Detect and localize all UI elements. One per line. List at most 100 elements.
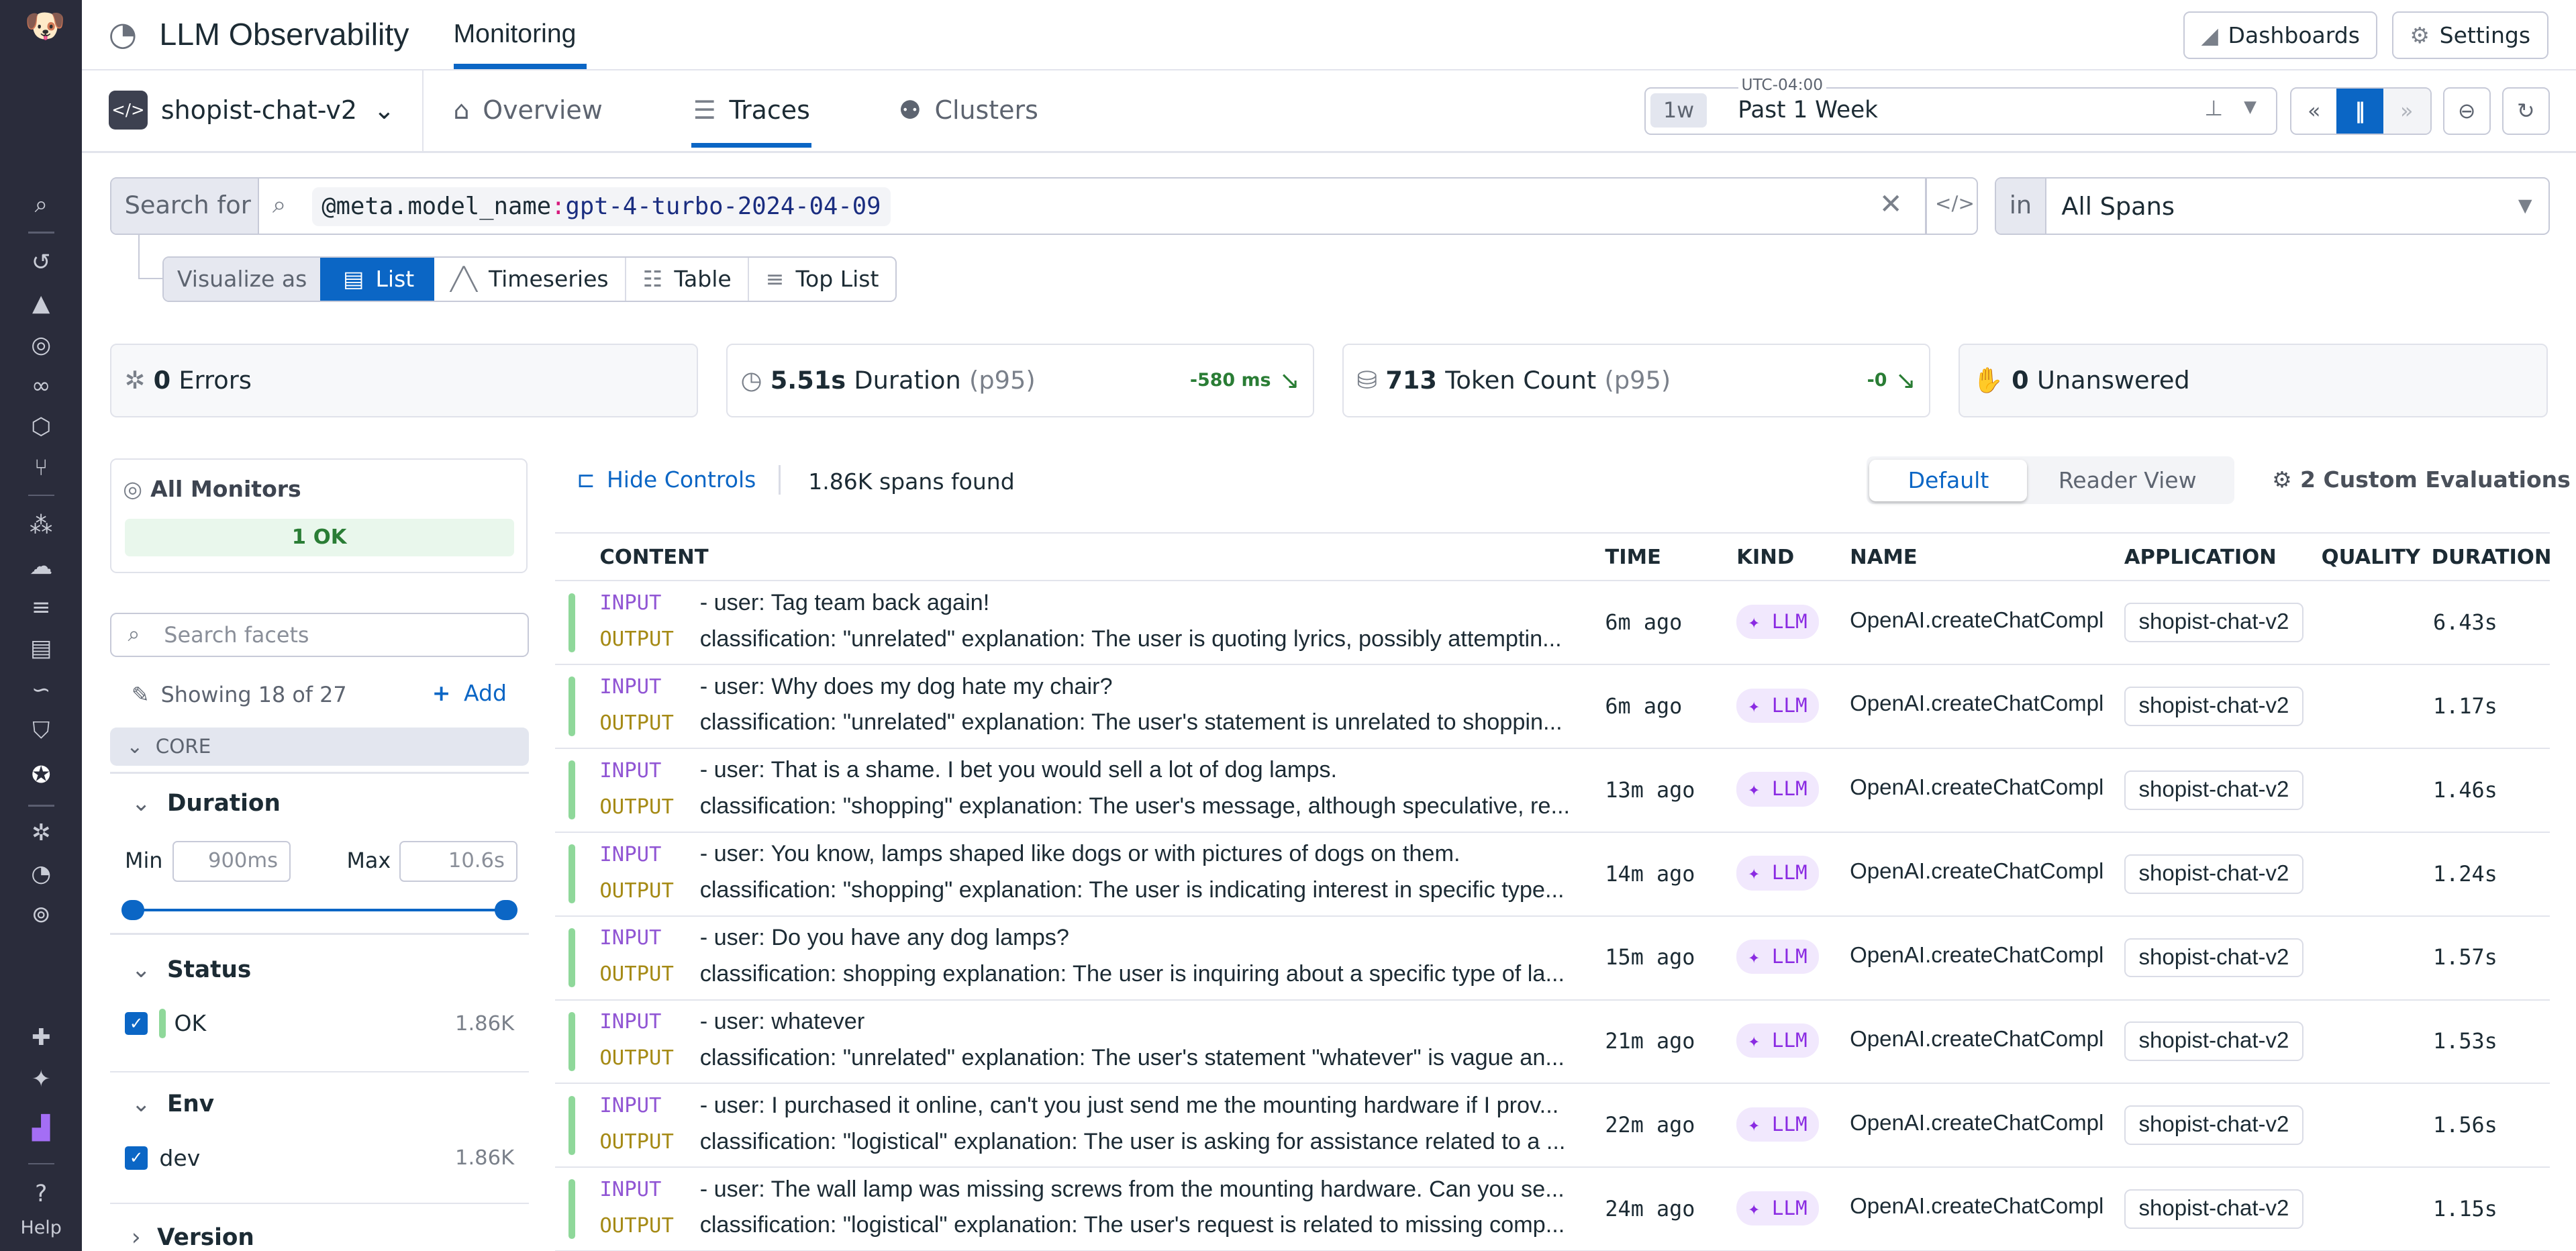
- application-tag[interactable]: shopist-chat-v2: [2124, 938, 2303, 978]
- column-header-kind[interactable]: KIND: [1736, 545, 1795, 569]
- rum-icon[interactable]: ▤: [30, 635, 52, 662]
- help-icon[interactable]: ?: [35, 1181, 48, 1207]
- application-tag[interactable]: shopist-chat-v2: [2124, 687, 2303, 726]
- refresh-icon[interactable]: ↻: [2501, 87, 2550, 135]
- dashboards-icon[interactable]: ▲: [32, 290, 50, 317]
- application-tag[interactable]: shopist-chat-v2: [2124, 770, 2303, 810]
- duration-slider-track[interactable]: [131, 908, 506, 912]
- column-header-content[interactable]: CONTENT: [599, 545, 709, 569]
- code-view-icon[interactable]: </>: [1934, 191, 1975, 215]
- visualize-timeseries-button[interactable]: ╱╲ Timeseries: [434, 257, 627, 301]
- gauge-icon[interactable]: ◔: [31, 860, 52, 887]
- search-facets-input[interactable]: ⌕ Search facets: [109, 612, 530, 658]
- application-tag[interactable]: shopist-chat-v2: [2124, 1105, 2303, 1146]
- user-avatar-icon[interactable]: ▟: [32, 1115, 50, 1142]
- column-header-application[interactable]: APPLICATION: [2124, 545, 2277, 569]
- column-header-time[interactable]: TIME: [1605, 545, 1661, 569]
- reader-view-button[interactable]: Reader View: [2058, 467, 2197, 494]
- tab-monitoring[interactable]: Monitoring: [453, 19, 577, 49]
- security-icon[interactable]: ⛉: [32, 717, 50, 744]
- duration-min-input[interactable]: 900ms: [172, 841, 291, 883]
- history-icon[interactable]: ↺: [31, 249, 51, 277]
- scope-value: All Spans: [2061, 191, 2175, 221]
- logs-icon[interactable]: ≡: [31, 594, 51, 621]
- app-selector[interactable]: shopist-chat-v2 ⌄: [161, 95, 395, 125]
- tab-clusters[interactable]: ⚉ Clusters: [899, 95, 1038, 125]
- all-monitors-link[interactable]: ◎ All Monitors: [123, 476, 301, 502]
- hide-controls-button[interactable]: ⊏ Hide Controls: [577, 466, 756, 493]
- llm-observability-icon[interactable]: ✪: [31, 761, 51, 789]
- table-row[interactable]: INPUT OUTPUT - user: I purchased it online…: [555, 1084, 2550, 1168]
- slider-min-handle[interactable]: [121, 900, 145, 920]
- sparkles-icon[interactable]: ✦: [31, 1065, 51, 1093]
- rewind-icon[interactable]: «: [2307, 97, 2321, 123]
- input-label: INPUT: [599, 1177, 662, 1201]
- table-row[interactable]: INPUT OUTPUT - user: Do you have any dog l…: [555, 917, 2550, 1001]
- search-icon[interactable]: ⌕: [34, 191, 48, 219]
- settings-button[interactable]: ⚙ Settings: [2391, 11, 2548, 60]
- table-row[interactable]: INPUT OUTPUT - user: Why does my dog hate …: [555, 665, 2550, 750]
- pause-icon[interactable]: ‖: [2336, 88, 2383, 134]
- env-dev-checkbox[interactable]: ✓: [125, 1146, 148, 1170]
- application-tag[interactable]: shopist-chat-v2: [2124, 854, 2303, 894]
- span-scope-select[interactable]: in All Spans ▼: [1994, 177, 2550, 235]
- datadog-logo-icon[interactable]: 🐶: [24, 6, 66, 45]
- add-facet-button[interactable]: + Add: [432, 680, 507, 706]
- core-group-header[interactable]: ⌄ CORE: [109, 728, 530, 766]
- service-map-icon[interactable]: ⁂: [30, 511, 53, 539]
- apm-icon[interactable]: ⑂: [34, 454, 48, 482]
- table-row[interactable]: INPUT OUTPUT - user: You know, lamps shape…: [555, 833, 2550, 917]
- column-header-name[interactable]: NAME: [1850, 545, 1918, 569]
- synthetics-icon[interactable]: ∽: [31, 676, 51, 703]
- env-facet-header[interactable]: ⌄ Env: [132, 1091, 214, 1117]
- dashboards-button[interactable]: ◢ Dashboards: [2183, 11, 2378, 60]
- table-row[interactable]: INPUT OUTPUT - user: whatever classificatio…: [555, 1001, 2550, 1085]
- application-tag[interactable]: shopist-chat-v2: [2124, 1021, 2303, 1062]
- tab-traces[interactable]: ☰ Traces: [693, 95, 810, 125]
- table-row[interactable]: INPUT OUTPUT - user: The wall lamp was mis…: [555, 1168, 2550, 1251]
- zoom-out-icon[interactable]: ⊖: [2442, 87, 2491, 135]
- pin-icon[interactable]: ⊥: [2204, 95, 2224, 121]
- search-query-input[interactable]: @meta.model_name:gpt-4-turbo-2024-04-09: [311, 187, 891, 227]
- table-row[interactable]: INPUT OUTPUT - user: That is a shame. I be…: [555, 749, 2550, 833]
- version-facet-header[interactable]: › Version: [132, 1224, 254, 1251]
- application-tag[interactable]: shopist-chat-v2: [2124, 603, 2303, 643]
- bug-icon[interactable]: ✲: [31, 819, 51, 846]
- binoculars-icon[interactable]: ∞: [31, 372, 51, 399]
- facets-showing[interactable]: ✎ Showing 18 of 27: [132, 682, 347, 707]
- status-ok-checkbox[interactable]: ✓: [125, 1011, 148, 1036]
- help-label[interactable]: Help: [20, 1217, 62, 1238]
- unanswered-card[interactable]: ✋ 0 Unanswered: [1958, 343, 2548, 417]
- custom-evaluations-button[interactable]: ⚙ 2 Custom Evaluations: [2272, 466, 2571, 493]
- slider-max-handle[interactable]: [494, 900, 518, 920]
- errors-card[interactable]: ✲ 0 Errors: [109, 343, 699, 417]
- column-header-duration[interactable]: DURATION: [2431, 545, 2552, 569]
- duration-max-input[interactable]: 10.6s: [399, 841, 518, 883]
- integrations-icon[interactable]: ✚: [31, 1024, 51, 1052]
- watchdog-icon[interactable]: ⊚: [31, 901, 51, 928]
- duration-card[interactable]: ◷ 5.51s Duration (p95) -580 ms ↘: [726, 343, 1315, 417]
- dashboard-icon: ◢: [2201, 22, 2218, 49]
- cloud-icon[interactable]: ☁: [30, 552, 53, 580]
- input-text: - user: Do you have any dog lamps?: [699, 925, 1069, 951]
- output-label: OUTPUT: [599, 1130, 674, 1154]
- infrastructure-icon[interactable]: ⬡: [31, 413, 52, 440]
- token-count-card[interactable]: ⛁ 713 Token Count (p95) -0 ↘: [1342, 343, 1931, 417]
- status-facet-header[interactable]: ⌄ Status: [132, 956, 251, 983]
- visualize-table-button[interactable]: ☷ Table: [626, 257, 750, 301]
- fast-forward-icon[interactable]: »: [2383, 88, 2430, 134]
- column-header-quality[interactable]: QUALITY: [2321, 545, 2421, 569]
- visualize-list-button[interactable]: ▤ List: [319, 257, 434, 301]
- time-range-picker[interactable]: 1w Past 1 Week ⊥ ▼: [1644, 87, 2277, 135]
- tab-overview[interactable]: ⌂ Overview: [454, 95, 603, 125]
- monitor-status-badge[interactable]: 1 OK: [124, 519, 514, 557]
- clear-search-icon[interactable]: ✕: [1879, 187, 1903, 220]
- monitors-icon[interactable]: ◎: [31, 331, 52, 358]
- duration-facet-header[interactable]: ⌄ Duration: [132, 790, 281, 817]
- table-row[interactable]: INPUT OUTPUT - user: Tag team back again! c…: [555, 581, 2550, 666]
- visualize-top-list-button[interactable]: ≡ Top List: [749, 258, 895, 301]
- default-view-button[interactable]: Default: [1869, 460, 2028, 501]
- caret-down-icon[interactable]: ▼: [2244, 96, 2257, 116]
- collapse-panel-icon: ⊏: [577, 466, 595, 493]
- application-tag[interactable]: shopist-chat-v2: [2124, 1189, 2303, 1229]
